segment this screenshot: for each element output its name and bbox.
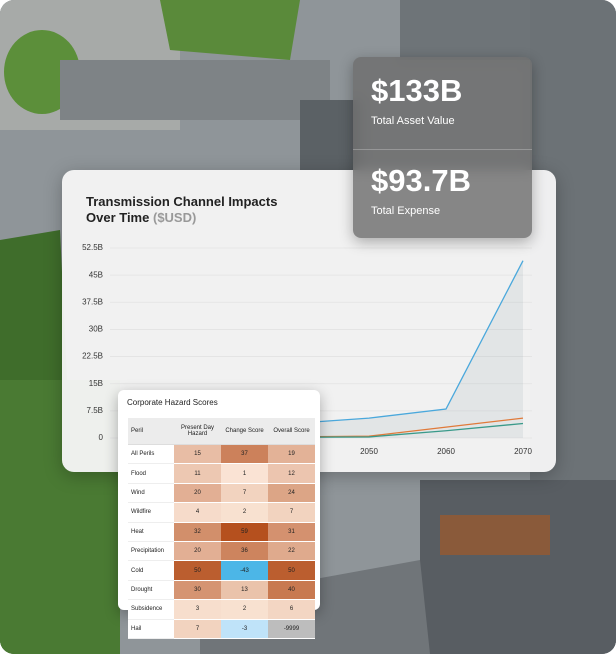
- peril-cell: All Perils: [128, 444, 174, 465]
- hazard-table: Peril Present Day Hazard Change Score Overa…: [128, 418, 315, 639]
- chart-title: Transmission Channel Impacts Over Time (…: [86, 194, 296, 226]
- score-cell: 15: [174, 444, 221, 465]
- table-row: Subsidence 3 2 6: [128, 599, 315, 620]
- stats-card: $133B Total Asset Value $93.7B Total Expen…: [353, 57, 532, 238]
- score-cell: -3: [221, 619, 268, 639]
- score-cell: 19: [268, 444, 315, 465]
- score-cell: 7: [221, 483, 268, 504]
- score-cell: 3: [174, 599, 221, 620]
- table-row: Drought 30 13 40: [128, 580, 315, 601]
- score-cell: 11: [174, 463, 221, 484]
- score-cell: 32: [174, 522, 221, 542]
- peril-cell: Heat: [128, 522, 174, 542]
- x-tick-label: 2050: [360, 447, 378, 456]
- score-cell: -9999: [268, 619, 315, 639]
- stat-label: Total Asset Value: [371, 115, 455, 127]
- peril-cell: Cold: [128, 560, 174, 581]
- table-row: All Perils 15 37 19: [128, 444, 315, 465]
- x-tick-label: 2070: [514, 447, 532, 456]
- score-cell: 59: [221, 522, 268, 542]
- header-cell: Change Score: [221, 418, 268, 445]
- stat: $133B Total Asset Value: [371, 73, 462, 127]
- score-cell: 2: [221, 599, 268, 620]
- score-cell: 40: [268, 580, 315, 601]
- table-title: Corporate Hazard Scores: [127, 398, 218, 407]
- y-tick-label: 37.5B: [82, 297, 103, 306]
- table-row: Wildfire 4 2 7: [128, 502, 315, 523]
- y-tick-label: 30B: [89, 325, 103, 334]
- table-row: Wind 20 7 24: [128, 483, 315, 504]
- score-cell: 50: [268, 560, 315, 581]
- y-tick-label: 15B: [89, 379, 103, 388]
- score-cell: 7: [174, 619, 221, 639]
- score-cell: 4: [174, 502, 221, 523]
- score-cell: 1: [221, 463, 268, 484]
- peril-cell: Wind: [128, 483, 174, 504]
- y-tick-label: 22.5B: [82, 352, 103, 361]
- table-row: Cold 50 -43 50: [128, 560, 315, 581]
- score-cell: 30: [174, 580, 221, 601]
- area: [138, 260, 523, 438]
- header-cell: Peril: [128, 418, 174, 445]
- table-row: Hail 7 -3 -9999: [128, 619, 315, 639]
- table-row: Heat 32 59 31: [128, 522, 315, 542]
- header-cell: Present Day Hazard: [174, 418, 221, 445]
- y-tick-label: 7.5B: [87, 406, 103, 415]
- header-row: Peril Present Day Hazard Change Score Overa…: [128, 418, 315, 445]
- score-cell: 12: [268, 463, 315, 484]
- score-cell: -43: [221, 560, 268, 581]
- peril-cell: Subsidence: [128, 599, 174, 620]
- peril-cell: Flood: [128, 463, 174, 484]
- stat: $93.7B Total Expense: [371, 163, 471, 217]
- stat-label: Total Expense: [371, 205, 441, 217]
- table-row: Flood 11 1 12: [128, 463, 315, 484]
- score-cell: 20: [174, 541, 221, 562]
- table-card: Corporate Hazard Scores Peril Present Day…: [118, 390, 320, 639]
- score-cell: 2: [221, 502, 268, 523]
- score-cell: 24: [268, 483, 315, 504]
- stat-value: $133B: [371, 73, 463, 108]
- peril-cell: Drought: [128, 580, 174, 601]
- y-tick-label: 0: [99, 433, 104, 442]
- y-tick-label: 45B: [89, 270, 103, 279]
- score-cell: 13: [221, 580, 268, 601]
- y-tick-label: 52.5B: [82, 243, 103, 252]
- score-cell: 50: [174, 560, 221, 581]
- score-cell: 22: [268, 541, 315, 562]
- title-text: Transmission Channel Impacts Over Time: [86, 194, 278, 225]
- peril-cell: Wildfire: [128, 502, 174, 523]
- score-cell: 20: [174, 483, 221, 504]
- table-row: Precipitation 20 36 22: [128, 541, 315, 562]
- score-cell: 6: [268, 599, 315, 620]
- score-cell: 7: [268, 502, 315, 523]
- divider: [353, 149, 532, 150]
- score-cell: 37: [221, 444, 268, 465]
- score-cell: 36: [221, 541, 268, 562]
- title-unit: ($USD): [152, 210, 197, 225]
- stat-value: $93.7B: [371, 163, 471, 198]
- peril-cell: Precipitation: [128, 541, 174, 562]
- header-cell: Overall Score: [268, 418, 315, 445]
- x-tick-label: 2060: [437, 447, 455, 456]
- peril-cell: Hail: [128, 619, 174, 639]
- score-cell: 31: [268, 522, 315, 542]
